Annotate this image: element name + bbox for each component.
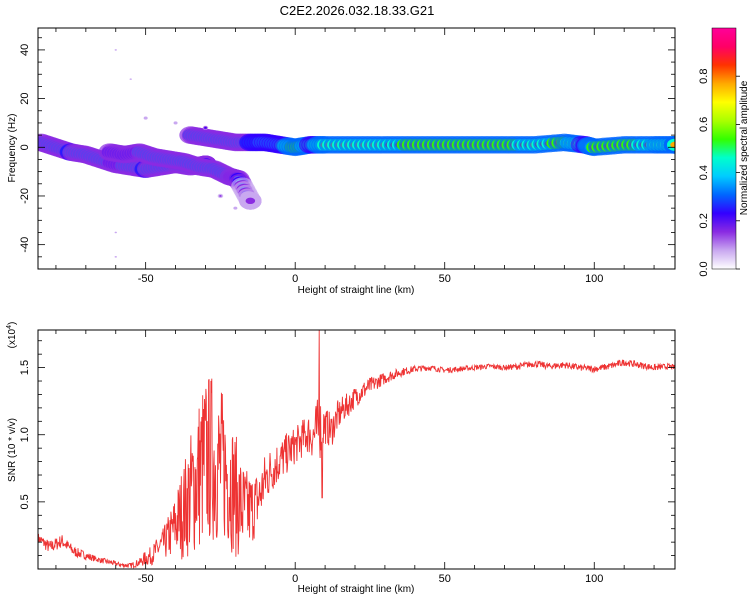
snr-frame (37, 329, 676, 570)
heat-core (670, 141, 675, 149)
snr-x-label: Height of straight line (km) (298, 584, 415, 595)
spectrogram-y-tick-label: 20 (19, 92, 31, 104)
spectrogram-x-tick-label: -50 (138, 273, 154, 285)
spectrogram-heat-layer (38, 47, 675, 260)
colorbar-tick-label: 0.6 (698, 117, 710, 132)
snr-y-scale-label: (x104) (6, 322, 18, 349)
snr-x-tick-label: 100 (585, 573, 603, 585)
colorbar-label: Normalized spectral amplitude (739, 80, 750, 215)
snr-line-layer (38, 330, 675, 569)
heat-core (114, 256, 117, 258)
spectrogram-track-trace-c (179, 126, 675, 157)
spectrogram-tracks (38, 47, 675, 260)
spectrogram-x-tick-label: 100 (585, 273, 603, 285)
heat-core (234, 207, 237, 209)
spectrogram-frame (37, 27, 676, 270)
snr-panel: -50 0 50 100 0.5 1.0 1.5 Height of straight l… (6, 322, 676, 595)
spectrogram-x-ticks: -50 0 50 100 (55, 28, 655, 285)
snr-x-tick-label: 50 (439, 573, 451, 585)
snr-y-tick-label: 1.0 (19, 427, 31, 442)
colorbar-gradient (711, 27, 737, 270)
colorbar-ticks: 0.0 0.2 0.4 0.6 0.8 (698, 69, 740, 277)
spectrogram-x-label: Height of straight line (km) (298, 285, 415, 296)
heat-core (219, 195, 222, 197)
spectrogram-track-scatter-flecks (112, 47, 239, 260)
figure-title: C2E2.2026.032.18.33.G21 (280, 3, 435, 18)
colorbar-tick-label: 0.2 (698, 213, 710, 228)
snr-y-scale-text: (x104) (6, 322, 18, 349)
spectrogram-track-trace-b (98, 143, 262, 210)
spectrogram-y-ticks: 40 20 0 -20 -40 (19, 37, 675, 270)
snr-x-tick-label: 0 (292, 573, 298, 585)
heat-core (245, 197, 256, 205)
colorbar-tick-label: 0.0 (698, 261, 710, 276)
heat-core (204, 127, 207, 129)
heat-core (114, 231, 117, 234)
snr-y-tick-label: 0.5 (19, 494, 31, 509)
spectrogram-y-tick-label: -20 (19, 188, 31, 204)
spectrogram-y-label: Frequency (Hz) (7, 114, 18, 183)
colorbar-tick-label: 0.8 (698, 69, 710, 84)
spectrogram-x-tick-label: 50 (439, 273, 451, 285)
heat-core (174, 122, 177, 124)
colorbar-tick-label: 0.4 (698, 165, 710, 180)
snr-y-label: SNR (10 * v/v) (7, 418, 18, 482)
snr-plot-area (38, 330, 675, 569)
snr-y-ticks: 0.5 1.0 1.5 (19, 340, 675, 570)
spectrogram-y-tick-label: -40 (19, 237, 31, 253)
snr-line (38, 330, 675, 569)
heat-core (144, 117, 147, 119)
snr-x-ticks: -50 0 50 100 (55, 330, 655, 585)
snr-x-tick-label: -50 (138, 573, 154, 585)
heat-core (114, 49, 117, 51)
spectrogram-x-tick-label: 0 (292, 273, 298, 285)
colorbar: 0.0 0.2 0.4 0.6 0.8 Normalized spectral ampl… (698, 27, 750, 277)
spectrogram-y-tick-label: 0 (19, 144, 31, 150)
snr-y-tick-label: 1.5 (19, 360, 31, 375)
heat-core (129, 78, 132, 80)
spectrogram-panel: -50 0 50 100 40 20 0 -20 -40 Height of straight… (7, 27, 676, 296)
spectrogram-y-tick-label: 40 (19, 44, 31, 56)
